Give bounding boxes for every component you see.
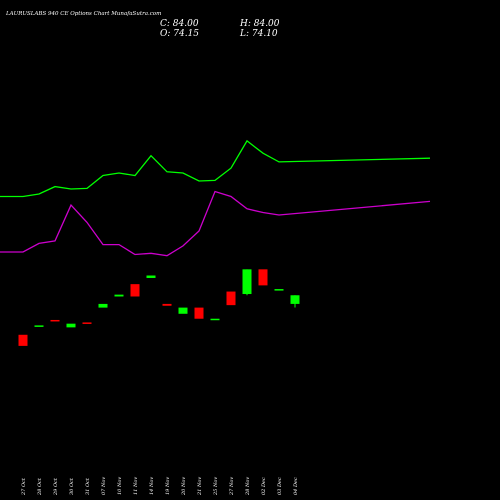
candles <box>18 269 300 346</box>
candle-up <box>146 275 156 278</box>
x-tick-label: 04 Dec <box>293 477 299 495</box>
close-label: C: 84.00 <box>160 19 199 29</box>
x-tick-label: 28 Oct <box>37 477 43 496</box>
candle-down <box>162 303 172 306</box>
x-tick-label: 28 Nov <box>245 477 251 496</box>
chart-title: LAURUSLABS 940 CE Options Chart MunafaSu… <box>5 11 161 17</box>
x-tick-label: 03 Dec <box>277 477 283 495</box>
x-axis-ticks: 27 Oct 28 Oct 29 Oct 30 Oct 31 Oct 07 Nov 10 N… <box>21 477 299 496</box>
x-tick-label: 29 Oct <box>53 477 59 496</box>
candle-up <box>210 318 220 321</box>
candle-down <box>226 291 236 306</box>
candle-up <box>114 294 124 297</box>
x-tick-label: 27 Nov <box>229 477 235 496</box>
candle-up <box>242 269 252 295</box>
candle-down <box>82 322 92 324</box>
candle-up <box>98 303 108 308</box>
high-label: H: 84.00 <box>239 19 280 29</box>
band-lines <box>0 139 431 257</box>
candle-down <box>258 269 268 286</box>
upper-band-line <box>0 139 431 198</box>
x-tick-label: 25 Nov <box>213 477 219 496</box>
x-tick-label: 11 Nov <box>133 477 139 495</box>
x-tick-label: 30 Oct <box>69 477 75 495</box>
x-tick-label: 19 Nov <box>165 477 171 495</box>
x-tick-label: 31 Oct <box>85 477 91 495</box>
x-tick-label: 07 Nov <box>101 477 107 495</box>
x-tick-label: 21 Nov <box>197 477 203 496</box>
candle-down <box>18 334 28 346</box>
x-tick-label: 02 Dec <box>261 477 267 495</box>
open-label: O: 74.15 <box>160 29 199 39</box>
candle-down <box>50 319 60 322</box>
candle-up <box>274 289 284 291</box>
candle-down <box>130 284 140 297</box>
x-tick-label: 10 Nov <box>117 477 123 495</box>
candle-up <box>178 307 188 314</box>
x-tick-label: 14 Nov <box>149 477 155 495</box>
candle-down <box>194 307 204 319</box>
low-label: L: 74.10 <box>239 29 278 39</box>
x-tick-label: 20 Nov <box>181 477 187 496</box>
x-tick-label: 27 Oct <box>21 477 27 496</box>
lower-band-line <box>0 190 431 257</box>
candle-up <box>34 325 44 327</box>
candle-up <box>66 323 76 328</box>
candle-up <box>290 295 300 304</box>
